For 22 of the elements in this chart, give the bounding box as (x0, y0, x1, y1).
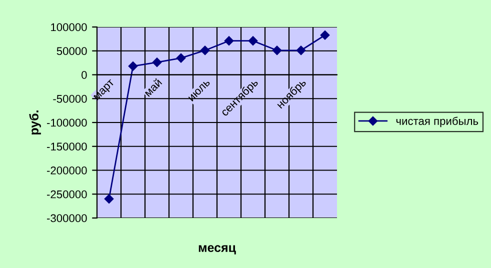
y-tick-label: 100000 (51, 23, 87, 32)
y-tick-label: -100000 (47, 118, 87, 127)
point (224, 36, 234, 46)
y-tick-label: -150000 (47, 142, 87, 151)
point (296, 46, 306, 56)
x-axis-title: месяц (198, 245, 236, 254)
point (128, 62, 138, 71)
point (200, 46, 210, 56)
point (320, 30, 330, 40)
y-tick-label: -250000 (47, 190, 87, 198)
y-tick-label: -300000 (47, 214, 87, 222)
y-tick-label: -50000 (53, 94, 87, 103)
point (104, 194, 114, 204)
y-tick-label: 50000 (56, 47, 87, 56)
point (176, 53, 186, 63)
legend-label: чистая прибыль (396, 116, 478, 128)
y-tick-label: -200000 (47, 166, 87, 174)
y-tick-label: 0 (82, 71, 87, 79)
y-axis-title: руб. (29, 110, 41, 134)
point (248, 36, 258, 46)
point (152, 58, 162, 67)
point (272, 46, 282, 56)
